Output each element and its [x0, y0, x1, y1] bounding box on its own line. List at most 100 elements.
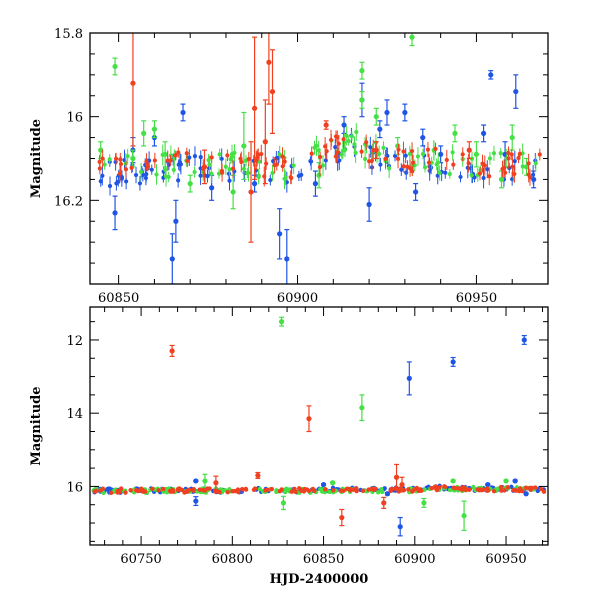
- data-point: [293, 489, 298, 495]
- data-point: [488, 72, 494, 78]
- data-point: [230, 166, 236, 171]
- x-tick-label: 60800: [212, 552, 253, 567]
- series-red: [92, 344, 547, 527]
- data-point: [443, 170, 448, 175]
- data-point: [173, 218, 179, 224]
- data-point: [349, 134, 354, 139]
- data-point: [359, 405, 365, 411]
- data-point: [513, 488, 519, 493]
- data-point: [312, 488, 317, 494]
- data-point: [257, 159, 262, 164]
- data-point: [277, 231, 283, 237]
- data-point: [123, 167, 129, 172]
- data-point: [485, 481, 491, 488]
- data-point: [413, 486, 419, 491]
- data-point: [513, 88, 519, 95]
- data-point: [317, 164, 323, 170]
- data-point: [209, 185, 215, 191]
- data-point: [306, 488, 312, 493]
- data-point: [243, 486, 249, 492]
- data-point: [509, 152, 514, 157]
- data-point: [205, 174, 210, 179]
- data-point: [396, 147, 401, 152]
- data-point: [138, 169, 144, 174]
- data-point: [171, 167, 176, 172]
- data-point: [123, 490, 128, 495]
- data-point: [481, 175, 486, 181]
- data-point: [277, 488, 283, 494]
- data-point: [509, 134, 515, 141]
- data-point: [384, 109, 390, 116]
- data-point: [487, 156, 493, 161]
- data-point: [278, 319, 285, 325]
- data-point: [359, 97, 365, 103]
- data-point: [377, 126, 383, 132]
- bottom-panel: 60750 60800 60850 60900 60950 12 14 16 Magnitude…: [29, 306, 549, 587]
- data-point: [512, 171, 517, 177]
- data-point: [381, 500, 387, 506]
- data-point: [145, 164, 151, 169]
- data-point: [476, 488, 482, 493]
- data-point: [480, 487, 485, 493]
- data-point: [323, 122, 329, 128]
- data-point: [282, 159, 287, 164]
- data-point: [373, 147, 379, 153]
- data-point: [466, 161, 471, 166]
- data-point: [312, 181, 319, 187]
- data-point: [344, 133, 349, 138]
- data-point: [333, 145, 338, 150]
- data-point: [506, 150, 511, 156]
- data-point: [502, 488, 507, 493]
- plot-area: [91, 316, 547, 537]
- data-point: [114, 181, 119, 186]
- data-point: [187, 181, 193, 187]
- x-axis: 60850 60900 60950: [98, 33, 549, 306]
- series-green: [98, 33, 538, 210]
- data-point: [422, 487, 427, 492]
- data-point: [178, 162, 183, 167]
- data-point: [209, 155, 214, 160]
- data-point: [163, 167, 168, 172]
- data-point: [373, 486, 378, 492]
- data-point: [330, 480, 336, 486]
- data-point: [341, 122, 347, 128]
- data-point: [389, 486, 394, 492]
- x-tick-label: 60850: [303, 552, 344, 567]
- data-point: [432, 484, 438, 490]
- data-point: [97, 159, 102, 164]
- data-point: [528, 487, 533, 493]
- top-panel: 60850 60900 60950 15.8 16 16.2 Magnitude: [29, 27, 549, 306]
- y-tick-label: 14: [66, 407, 83, 422]
- data-point: [500, 166, 505, 172]
- data-point: [209, 171, 214, 176]
- data-point: [239, 486, 245, 492]
- data-point: [323, 487, 328, 492]
- data-point: [187, 155, 192, 160]
- data-point: [518, 486, 523, 491]
- data-point: [425, 147, 431, 152]
- data-point: [397, 524, 403, 530]
- data-point: [533, 161, 538, 166]
- data-point: [309, 151, 314, 156]
- data-point: [327, 489, 332, 495]
- y-axis: 12 14 16: [66, 321, 548, 542]
- data-point: [102, 162, 107, 167]
- data-point: [137, 181, 143, 186]
- data-point: [125, 154, 130, 159]
- data-point: [306, 416, 312, 422]
- data-point: [339, 514, 345, 521]
- data-point: [168, 158, 173, 163]
- x-tick-label: 60900: [277, 291, 318, 306]
- data-point: [192, 169, 197, 175]
- data-point: [251, 105, 258, 111]
- y-tick-label: 15.8: [54, 27, 83, 42]
- data-point: [410, 160, 416, 165]
- data-point: [482, 163, 487, 168]
- data-point: [369, 486, 375, 492]
- data-point: [469, 156, 475, 161]
- data-point: [92, 489, 97, 494]
- data-point: [420, 151, 426, 157]
- data-point: [450, 359, 456, 365]
- data-point: [465, 165, 470, 170]
- data-point: [266, 59, 272, 65]
